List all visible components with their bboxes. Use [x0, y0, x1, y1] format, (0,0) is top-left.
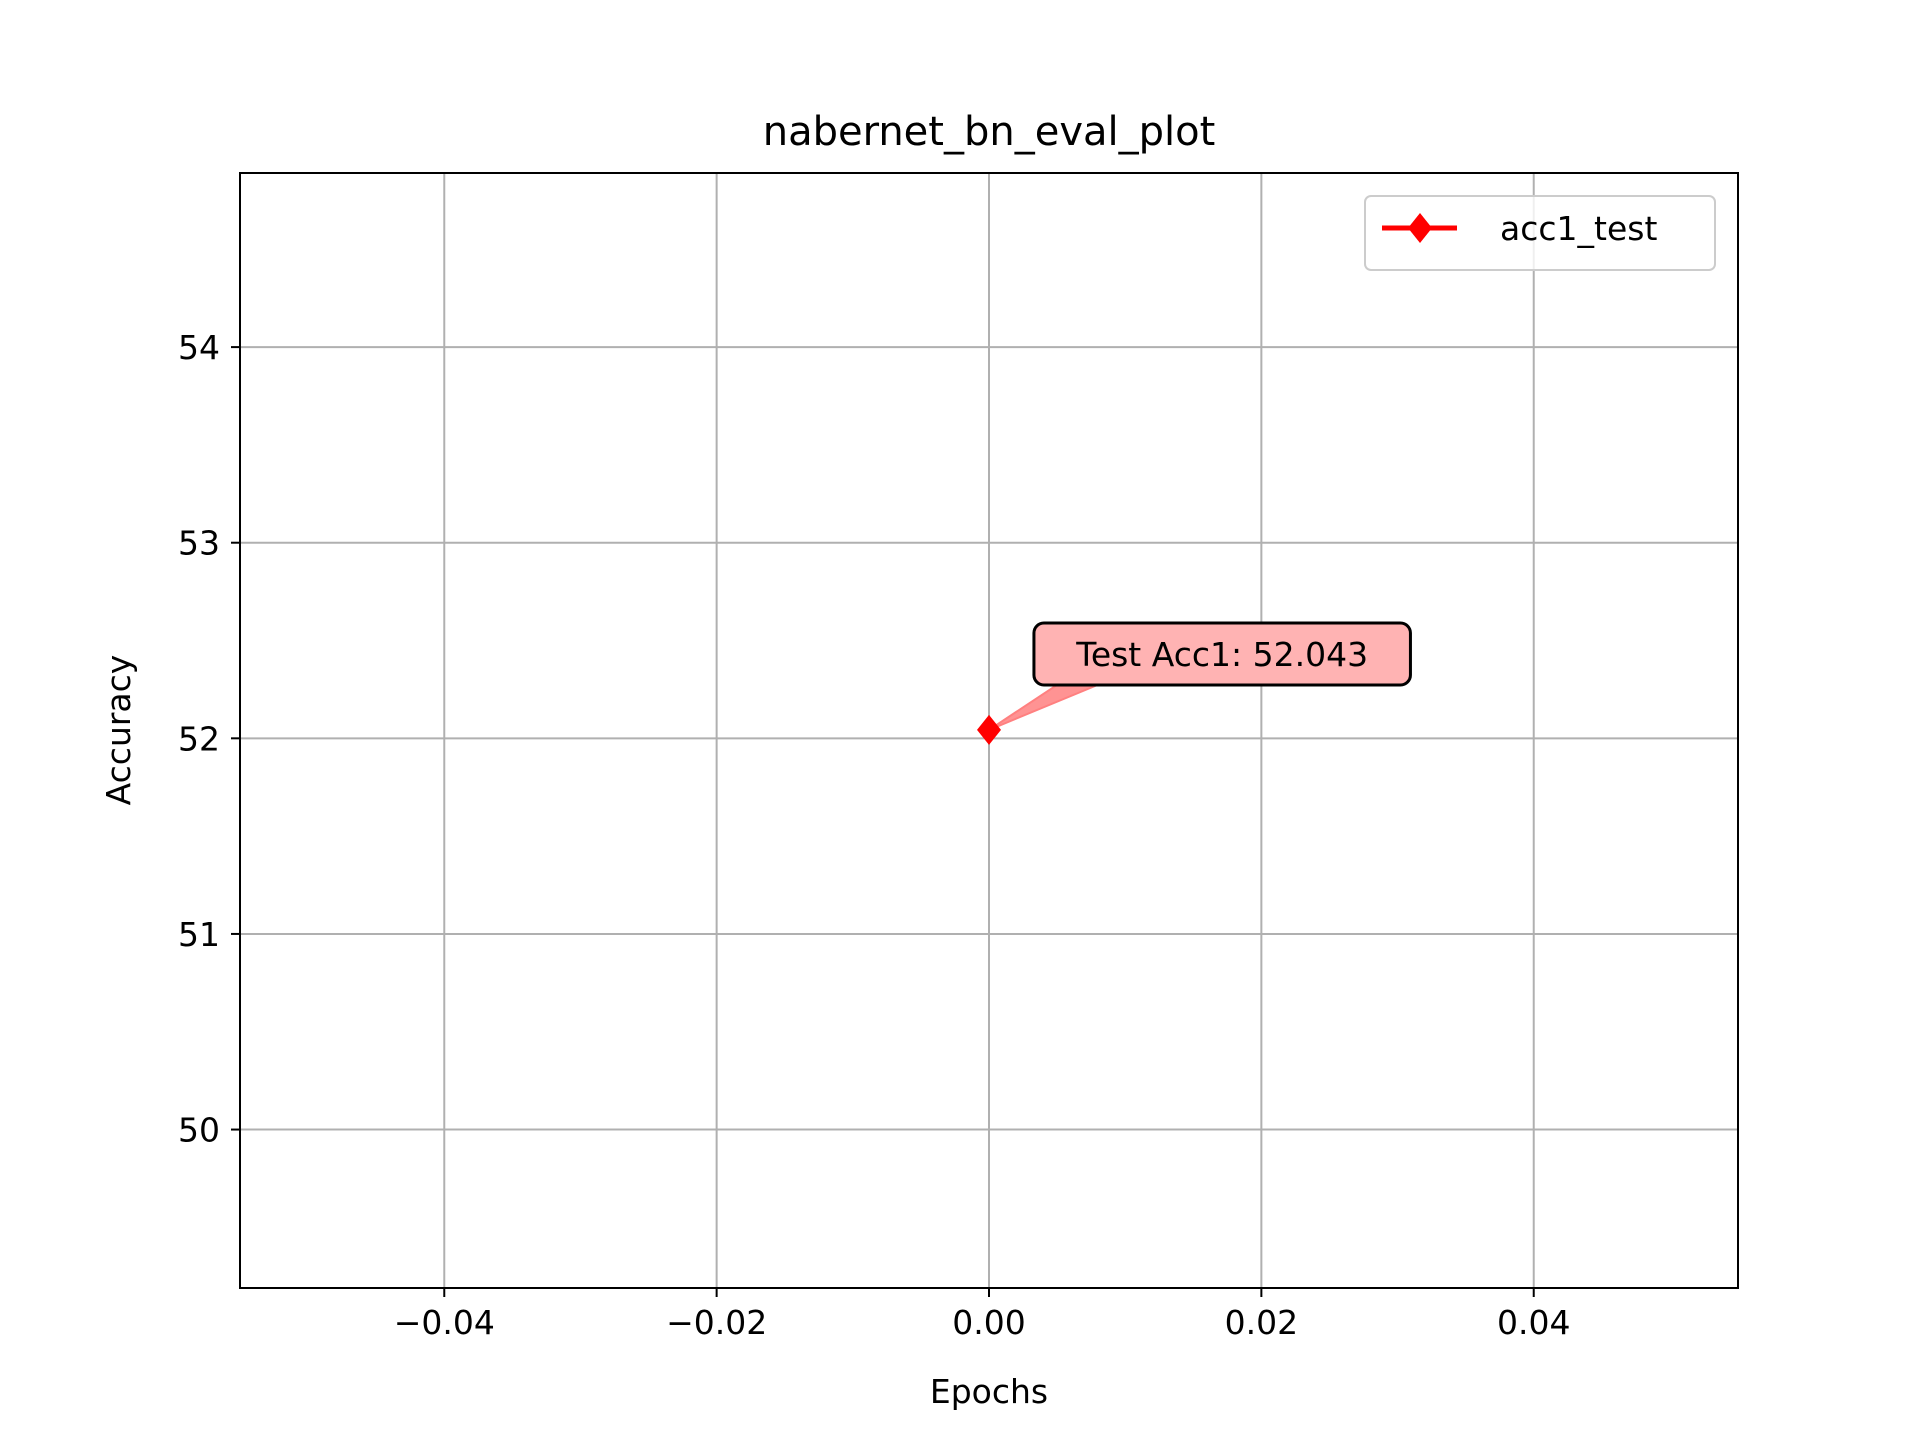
- annotation: Test Acc1: 52.043: [988, 621, 1412, 731]
- legend: acc1_test: [1364, 195, 1716, 271]
- series-layer: [977, 714, 1001, 745]
- x-tick-label: 0.00: [952, 1303, 1025, 1342]
- data-point: [977, 714, 1001, 745]
- legend-marker-acc1-test: [1408, 213, 1432, 243]
- legend-label-acc1-test: acc1_test: [1500, 209, 1657, 248]
- x-tick-label: 0.02: [1225, 1303, 1298, 1342]
- series-acc1-test: [977, 714, 1001, 745]
- annotation-text: Test Acc1: 52.043: [1075, 635, 1368, 674]
- annotation-layer: Test Acc1: 52.043: [988, 621, 1412, 731]
- x-tick-label: −0.04: [394, 1303, 495, 1342]
- y-axis-label: Accuracy: [99, 655, 138, 806]
- y-tick-label: 54: [178, 328, 220, 367]
- y-tick-label: 53: [178, 524, 220, 563]
- annotation-box: [1032, 621, 1412, 687]
- plot-frame: [239, 172, 1739, 1289]
- x-axis-ticks: −0.04 −0.02 0.00 0.02 0.04: [394, 1288, 1570, 1342]
- x-tick-label: −0.02: [666, 1303, 767, 1342]
- y-tick-label: 52: [178, 719, 220, 758]
- y-tick-label: 51: [178, 915, 220, 954]
- y-axis-ticks: 50 51 52 53 54: [178, 328, 240, 1150]
- y-tick-label: 50: [178, 1111, 220, 1150]
- chart-title: nabernet_bn_eval_plot: [763, 109, 1216, 155]
- x-axis-label: Epochs: [930, 1372, 1048, 1411]
- legend-box: [1364, 195, 1716, 271]
- x-tick-label: 0.04: [1497, 1303, 1570, 1342]
